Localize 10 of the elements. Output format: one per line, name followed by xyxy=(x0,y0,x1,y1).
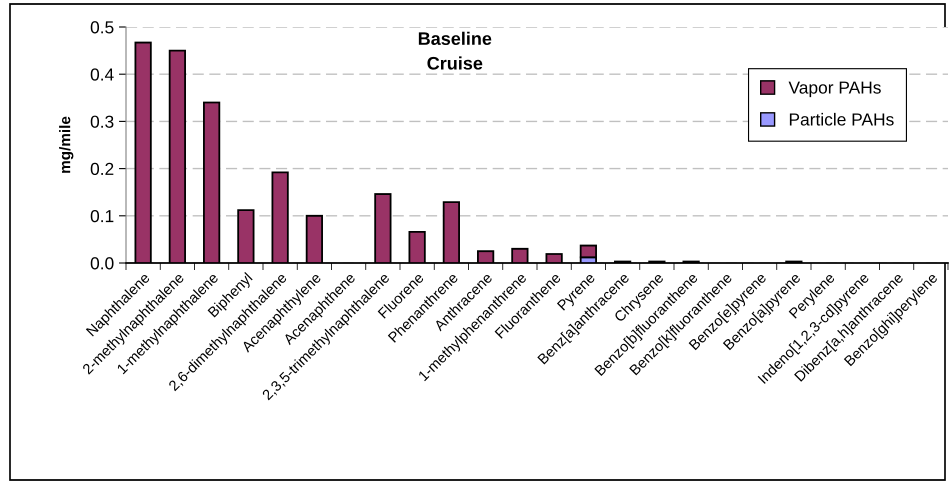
y-tick-label: 0.2 xyxy=(90,162,114,176)
y-tick-label: 0.4 xyxy=(90,68,114,81)
y-tick-label: 0.5 xyxy=(90,21,114,34)
legend-label: Particle PAHs xyxy=(790,112,894,126)
y-axis-title: mg/mile xyxy=(59,116,74,173)
y-tick-label: 0.3 xyxy=(90,116,114,128)
y-tick-label: 0.1 xyxy=(90,210,114,222)
y-tick-label: 0.0 xyxy=(90,257,114,270)
legend-label: Vapor PAHs xyxy=(788,82,881,98)
text: Baseline Cruise xyxy=(418,32,492,70)
